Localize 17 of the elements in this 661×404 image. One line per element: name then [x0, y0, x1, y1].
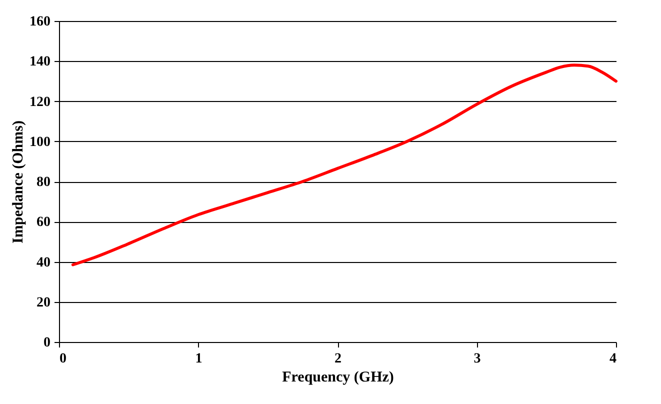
x-tick-label: 0: [60, 352, 66, 366]
x-tick-label: 1: [195, 352, 202, 366]
y-tick-label: 80: [36, 175, 50, 190]
y-tick-label: 120: [30, 94, 50, 110]
x-tick-label: 2: [334, 352, 342, 366]
x-axis-title: Frequency (GHz): [282, 370, 394, 386]
line-series: [71, 64, 618, 266]
y-tick-label: 20: [36, 295, 50, 310]
y-tick-label: 0: [44, 336, 50, 350]
x-tick-label: 4: [610, 352, 616, 366]
y-tick-label: 140: [30, 54, 50, 70]
x-tick-label: 3: [474, 352, 481, 366]
y-tick-label: 40: [36, 255, 50, 270]
y-tick-label: 60: [36, 215, 50, 230]
y-tick-label: 100: [30, 134, 50, 150]
y-tick-label: 160: [30, 14, 50, 30]
y-axis-title: Impedance (Ohms): [10, 120, 26, 244]
